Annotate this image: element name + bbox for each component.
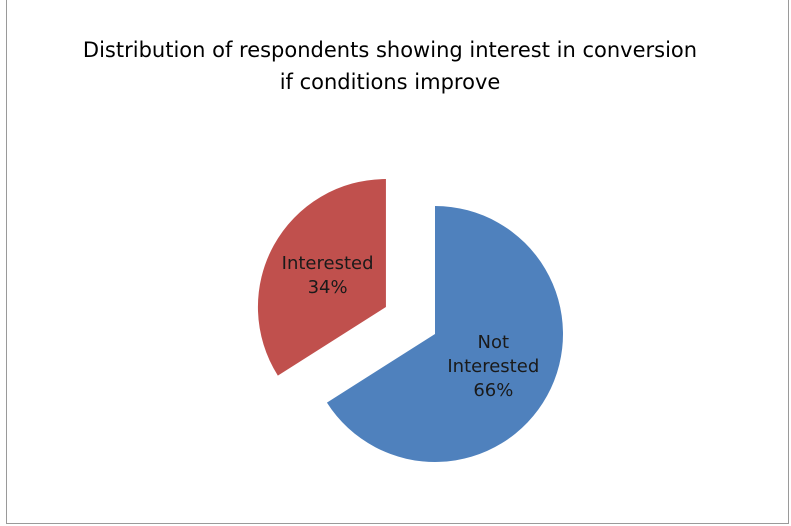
data-label-interested: Interested 34%	[282, 253, 374, 298]
pie-slice-interested	[257, 179, 386, 376]
pie-labels: Not Interested 66% Interested 34%	[282, 253, 540, 401]
pie-slices	[257, 179, 563, 463]
chart-title: Distribution of respondents showing inte…	[82, 38, 698, 94]
data-label-not-interested: Not Interested 66%	[447, 332, 539, 401]
pie-slice-not-interested	[326, 206, 563, 463]
